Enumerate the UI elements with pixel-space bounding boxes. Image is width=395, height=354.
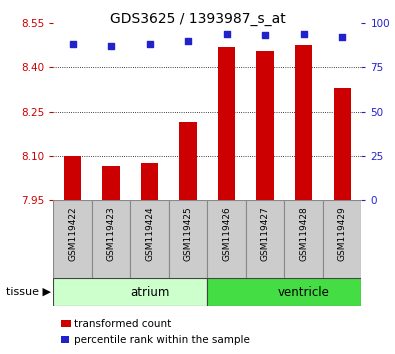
Text: GSM119424: GSM119424 xyxy=(145,206,154,261)
Text: tissue ▶: tissue ▶ xyxy=(6,287,51,297)
Point xyxy=(147,41,153,47)
Point xyxy=(339,34,345,40)
Bar xyxy=(102,166,120,200)
Bar xyxy=(53,200,92,278)
Bar xyxy=(169,200,207,278)
Point xyxy=(262,33,268,38)
Text: GSM119425: GSM119425 xyxy=(184,206,193,261)
Bar xyxy=(179,122,197,200)
Bar xyxy=(256,51,274,200)
Bar xyxy=(141,163,158,200)
Text: transformed count: transformed count xyxy=(74,319,171,329)
Text: ventricle: ventricle xyxy=(278,286,329,298)
Text: GSM119427: GSM119427 xyxy=(261,206,270,261)
Text: GSM119422: GSM119422 xyxy=(68,206,77,261)
Point xyxy=(70,41,76,47)
Text: GSM119426: GSM119426 xyxy=(222,206,231,261)
Bar xyxy=(92,200,130,278)
Text: GDS3625 / 1393987_s_at: GDS3625 / 1393987_s_at xyxy=(110,12,285,27)
Text: GSM119423: GSM119423 xyxy=(107,206,116,261)
Bar xyxy=(207,278,361,306)
Text: GSM119429: GSM119429 xyxy=(338,206,347,261)
Bar xyxy=(53,278,207,306)
Text: atrium: atrium xyxy=(130,286,169,298)
Point xyxy=(185,38,191,44)
Bar xyxy=(64,156,81,200)
Point xyxy=(108,43,114,49)
Bar xyxy=(284,200,323,278)
Text: percentile rank within the sample: percentile rank within the sample xyxy=(74,335,250,345)
Bar xyxy=(295,45,312,200)
Bar xyxy=(218,47,235,200)
Bar xyxy=(333,88,351,200)
Bar xyxy=(246,200,284,278)
Text: GSM119428: GSM119428 xyxy=(299,206,308,261)
Point xyxy=(301,31,307,36)
Point xyxy=(224,31,230,36)
Bar xyxy=(323,200,361,278)
Bar xyxy=(207,200,246,278)
Bar xyxy=(130,200,169,278)
